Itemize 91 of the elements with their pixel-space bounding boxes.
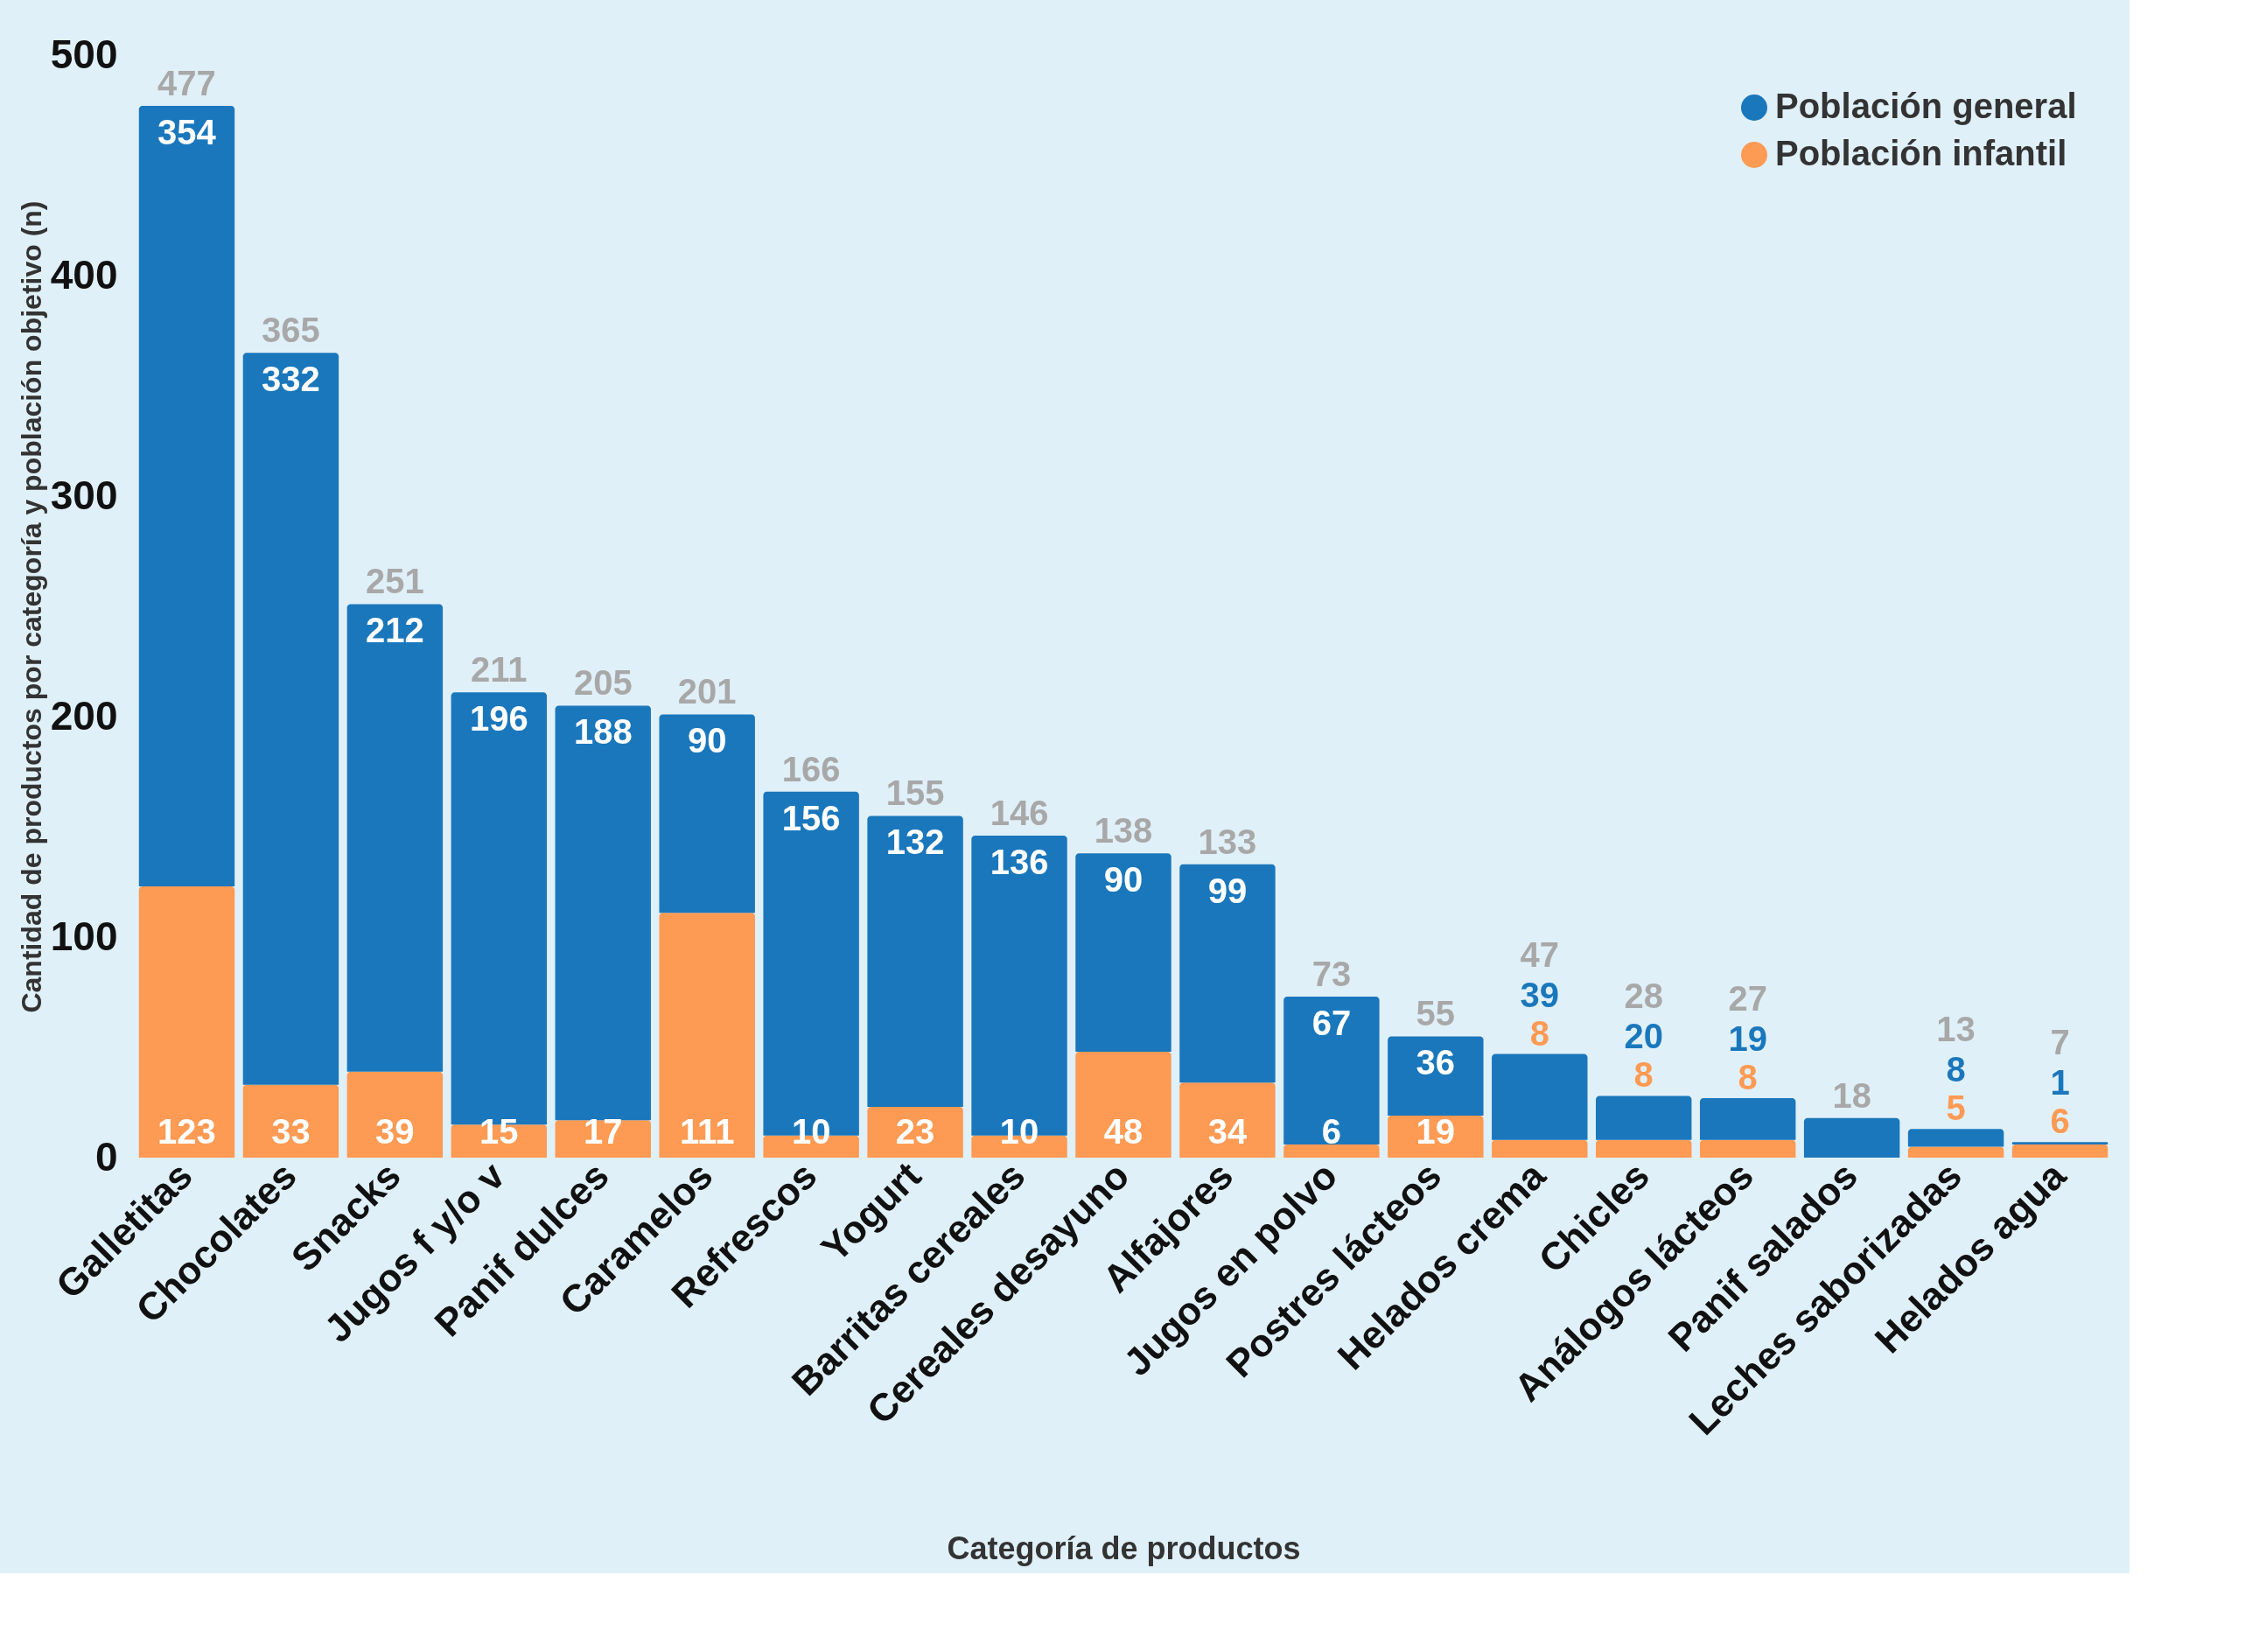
data-label: 8 (1529, 1013, 1549, 1053)
total-label: 7 (2050, 1023, 2070, 1062)
bar (1699, 1097, 1796, 1140)
data-label: 15 (479, 1112, 519, 1151)
total-label: 365 (262, 311, 320, 350)
y-tick-label: 400 (50, 251, 118, 298)
data-label: 8 (1946, 1050, 1966, 1089)
data-label: 136 (990, 843, 1049, 882)
legend-label: Población infantil (1775, 134, 2067, 172)
total-label: 47 (1520, 934, 1560, 974)
bar (1803, 1117, 1900, 1158)
bar (1492, 1139, 1588, 1158)
y-tick-label: 500 (50, 31, 118, 77)
bar (1492, 1054, 1588, 1140)
bar (659, 913, 755, 1158)
bar (1075, 853, 1171, 1053)
y-tick-label: 200 (50, 692, 118, 738)
data-label: 212 (365, 611, 424, 650)
data-label: 6 (2050, 1102, 2070, 1141)
data-label: 34 (1207, 1112, 1248, 1151)
bar (138, 105, 235, 887)
data-label: 36 (1416, 1043, 1456, 1082)
legend-label: Población general (1775, 87, 2077, 125)
bar (1699, 1139, 1796, 1158)
bar (659, 714, 755, 914)
data-label: 5 (1946, 1088, 1966, 1128)
data-label: 354 (157, 112, 217, 151)
data-label: 332 (262, 360, 320, 399)
bar (1596, 1139, 1692, 1158)
total-label: 201 (677, 672, 737, 711)
total-label: 146 (990, 794, 1049, 833)
total-label: 166 (781, 749, 841, 788)
total-label: 133 (1198, 822, 1257, 861)
bar (2011, 1142, 2109, 1144)
y-tick-label: 100 (50, 913, 118, 959)
bar (1596, 1096, 1692, 1140)
bar (867, 816, 963, 1108)
data-label: 33 (271, 1112, 311, 1151)
total-label: 18 (1832, 1075, 1871, 1115)
bar (1283, 997, 1380, 1144)
total-label: 13 (1936, 1010, 1976, 1049)
total-label: 73 (1311, 955, 1352, 994)
data-label: 19 (1728, 1018, 1767, 1058)
data-label: 67 (1311, 1004, 1352, 1043)
bar (1907, 1146, 2004, 1158)
data-label: 1 (2050, 1063, 2070, 1102)
data-label: 196 (469, 699, 528, 738)
total-label: 477 (157, 63, 216, 102)
bar (1179, 1082, 1276, 1158)
data-label: 39 (1520, 975, 1560, 1014)
y-axis-title: Cantidad de productos por categoría y población objetivo (n) (15, 200, 47, 1013)
bar (2011, 1144, 2109, 1158)
bar (555, 705, 651, 1121)
data-label: 156 (781, 798, 841, 837)
data-label: 6 (1321, 1112, 1342, 1151)
data-label: 19 (1416, 1112, 1456, 1151)
total-label: 211 (471, 650, 528, 690)
bar (1388, 1036, 1484, 1116)
data-label: 90 (1103, 860, 1143, 900)
y-tick-label: 300 (50, 472, 118, 518)
bar (1179, 864, 1276, 1083)
total-label: 138 (1094, 811, 1153, 850)
total-label: 251 (365, 562, 424, 601)
data-label: 39 (375, 1112, 415, 1151)
bar (346, 1071, 444, 1158)
x-axis-title: Categoría de productos (947, 1530, 1301, 1566)
data-label: 8 (1633, 1055, 1654, 1095)
bar (1907, 1129, 2004, 1147)
data-label: 90 (687, 721, 727, 760)
total-label: 28 (1624, 976, 1663, 1016)
data-label: 23 (895, 1112, 935, 1151)
data-label: 99 (1207, 871, 1248, 910)
total-label: 155 (885, 774, 945, 813)
data-label: 132 (885, 822, 945, 862)
data-label: 48 (1103, 1112, 1143, 1151)
total-label: 27 (1728, 978, 1767, 1018)
data-label: 123 (157, 1112, 216, 1151)
total-label: 205 (573, 663, 633, 703)
bar (1075, 1052, 1171, 1158)
bar (867, 1107, 963, 1158)
bar (242, 353, 339, 1085)
bar (346, 604, 444, 1072)
bar (242, 1084, 339, 1158)
data-label: 17 (584, 1112, 623, 1151)
bar (138, 886, 235, 1158)
data-label: 20 (1624, 1017, 1663, 1056)
data-label: 111 (680, 1112, 735, 1151)
data-label: 188 (573, 712, 633, 752)
bar (1283, 1144, 1380, 1158)
data-label: 8 (1738, 1057, 1758, 1096)
total-label: 55 (1416, 994, 1456, 1033)
